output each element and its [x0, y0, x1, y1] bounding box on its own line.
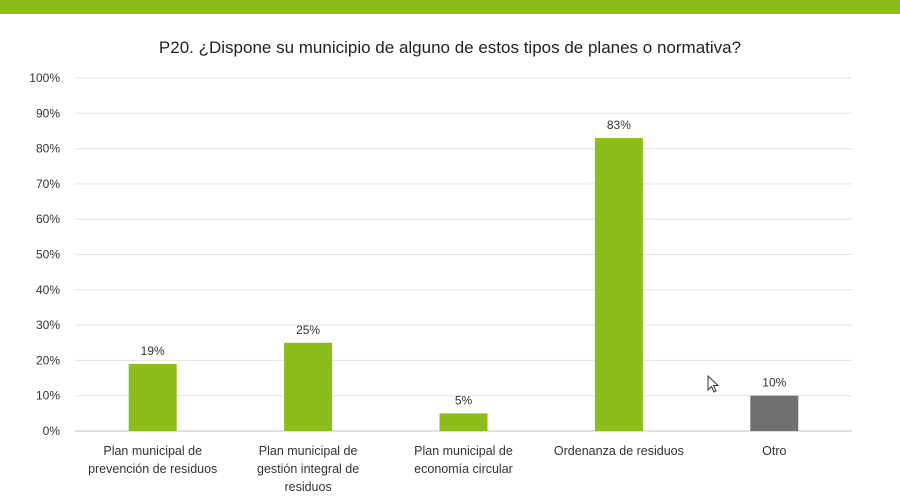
y-tick-label: 60%	[36, 212, 60, 226]
data-label: 5%	[455, 393, 473, 407]
bars	[128, 138, 799, 431]
y-tick-label: 20%	[36, 353, 60, 367]
data-labels: 19% 25% 5% 83% 10%	[141, 118, 787, 407]
data-label: 19%	[141, 344, 165, 358]
y-tick-label: 80%	[36, 142, 60, 156]
gridlines	[75, 77, 852, 432]
data-label: 10%	[762, 376, 786, 390]
category-label: Ordenanza de residuos	[554, 444, 684, 458]
category-label: prevención de residuos	[88, 462, 217, 476]
y-axis: 0% 10% 20% 30% 40% 50% 60% 70% 80% 90% 100%	[29, 71, 60, 438]
y-tick-label: 100%	[29, 71, 60, 85]
bar	[128, 363, 177, 431]
y-tick-label: 10%	[36, 389, 60, 403]
bar	[750, 395, 799, 431]
data-label: 25%	[296, 323, 320, 337]
y-tick-label: 90%	[36, 106, 60, 120]
y-tick-label: 0%	[43, 424, 61, 438]
category-label: Plan municipal de	[259, 444, 358, 458]
y-tick-label: 30%	[36, 318, 60, 332]
category-label: residuos	[284, 480, 331, 494]
data-label: 83%	[607, 118, 631, 132]
y-tick-label: 40%	[36, 283, 60, 297]
chart-title: P20. ¿Dispone su municipio de alguno de …	[158, 38, 742, 57]
category-label: gestión integral de	[257, 462, 359, 476]
top-accent-bar	[0, 0, 900, 14]
y-tick-label: 50%	[36, 248, 60, 262]
category-label: economía circular	[414, 462, 513, 476]
y-tick-label: 70%	[36, 177, 60, 191]
category-label: Plan municipal de	[103, 444, 202, 458]
category-label: Plan municipal de	[414, 444, 513, 458]
bar	[594, 138, 643, 431]
mouse-cursor-icon	[707, 375, 720, 393]
bar	[439, 413, 488, 431]
x-axis: Plan municipal de prevención de residuos P…	[88, 444, 786, 494]
category-label: Otro	[762, 444, 786, 458]
bar	[284, 342, 333, 431]
